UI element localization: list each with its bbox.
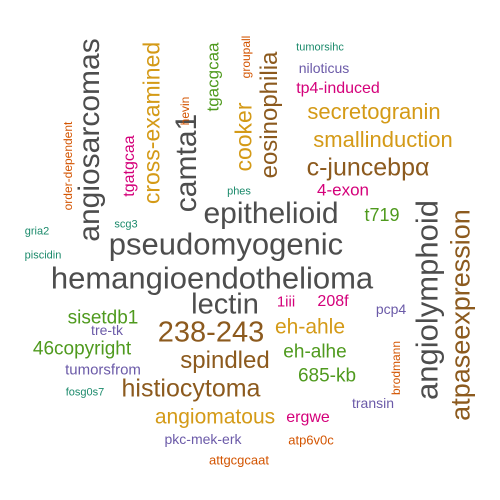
- word-tgatgcaa: tgatgcaa: [121, 135, 138, 197]
- word-tumorsfrom: tumorsfrom: [65, 361, 141, 379]
- word-piscidin: piscidin: [24, 249, 62, 262]
- word-epithelioid: epithelioid: [203, 197, 339, 230]
- word-tre-tk: tre-tk: [91, 322, 123, 338]
- word-pseudomyogenic: pseudomyogenic: [108, 226, 344, 262]
- word-685-kb: 685-kb: [297, 365, 357, 387]
- word-atp6v0c: atp6v0c: [288, 432, 334, 448]
- word-fosg0s7: fosg0s7: [65, 386, 105, 399]
- word-spindled: spindled: [180, 347, 270, 374]
- word-cross-examined: cross-examined: [138, 41, 165, 205]
- word-order-dependent: order-dependent: [61, 121, 75, 211]
- word-phes: phes: [227, 185, 251, 198]
- word-camta1: camta1: [170, 113, 203, 213]
- word-angiolymphoid: angiolymphoid: [409, 200, 445, 400]
- word-t719: t719: [364, 205, 400, 225]
- word-eh-alhe: eh-alhe: [283, 341, 347, 363]
- word-tgacgcaa: tgacgcaa: [203, 42, 223, 112]
- word-4-exon: 4-exon: [317, 180, 369, 200]
- word-pcp4: pcp4: [375, 301, 407, 317]
- word-attgcgcaat: attgcgcaat: [209, 452, 269, 468]
- word-238-243: 238-243: [157, 316, 265, 349]
- word-brodmann: brodmann: [389, 340, 403, 396]
- word-smallinduction: smallinduction: [313, 127, 453, 152]
- word-niloticus: niloticus: [298, 60, 350, 76]
- word-ergwe: ergwe: [286, 409, 330, 426]
- word-c-juncebpa: c-juncebpα: [306, 153, 430, 182]
- word-hevin: hevin: [178, 96, 192, 126]
- word-tumorsihc: tumorsihc: [296, 41, 344, 54]
- word-eh-ahle: eh-ahle: [274, 315, 346, 339]
- word-atpaseexpression: atpaseexpression: [445, 209, 476, 421]
- word-hemangioendothelioma: hemangioendothelioma: [50, 260, 374, 296]
- word-sisetdb1: sisetdb1: [67, 307, 139, 329]
- word-angiosarcomas: angiosarcomas: [73, 38, 106, 242]
- word-tp4-induced: tp4-induced: [296, 80, 380, 97]
- word-histiocytoma: histiocytoma: [121, 374, 261, 403]
- word-groupall: groupall: [239, 35, 253, 79]
- word-46copyright: 46copyright: [32, 338, 132, 360]
- word-scg3: scg3: [114, 218, 138, 231]
- word-gria2: gria2: [24, 225, 50, 238]
- word-lectin: lectin: [191, 288, 259, 321]
- word-pkc-mek-erk: pkc-mek-erk: [164, 431, 242, 447]
- word-208f: 208f: [317, 293, 349, 310]
- word-eosinophilia: eosinophilia: [256, 51, 283, 179]
- word-transin: transin: [351, 395, 395, 411]
- word-angiomatous: angiomatous: [154, 405, 276, 429]
- word-secretogranin: secretogranin: [307, 99, 441, 124]
- word-1iii: 1iii: [276, 293, 296, 311]
- word-cooker: cooker: [230, 102, 257, 172]
